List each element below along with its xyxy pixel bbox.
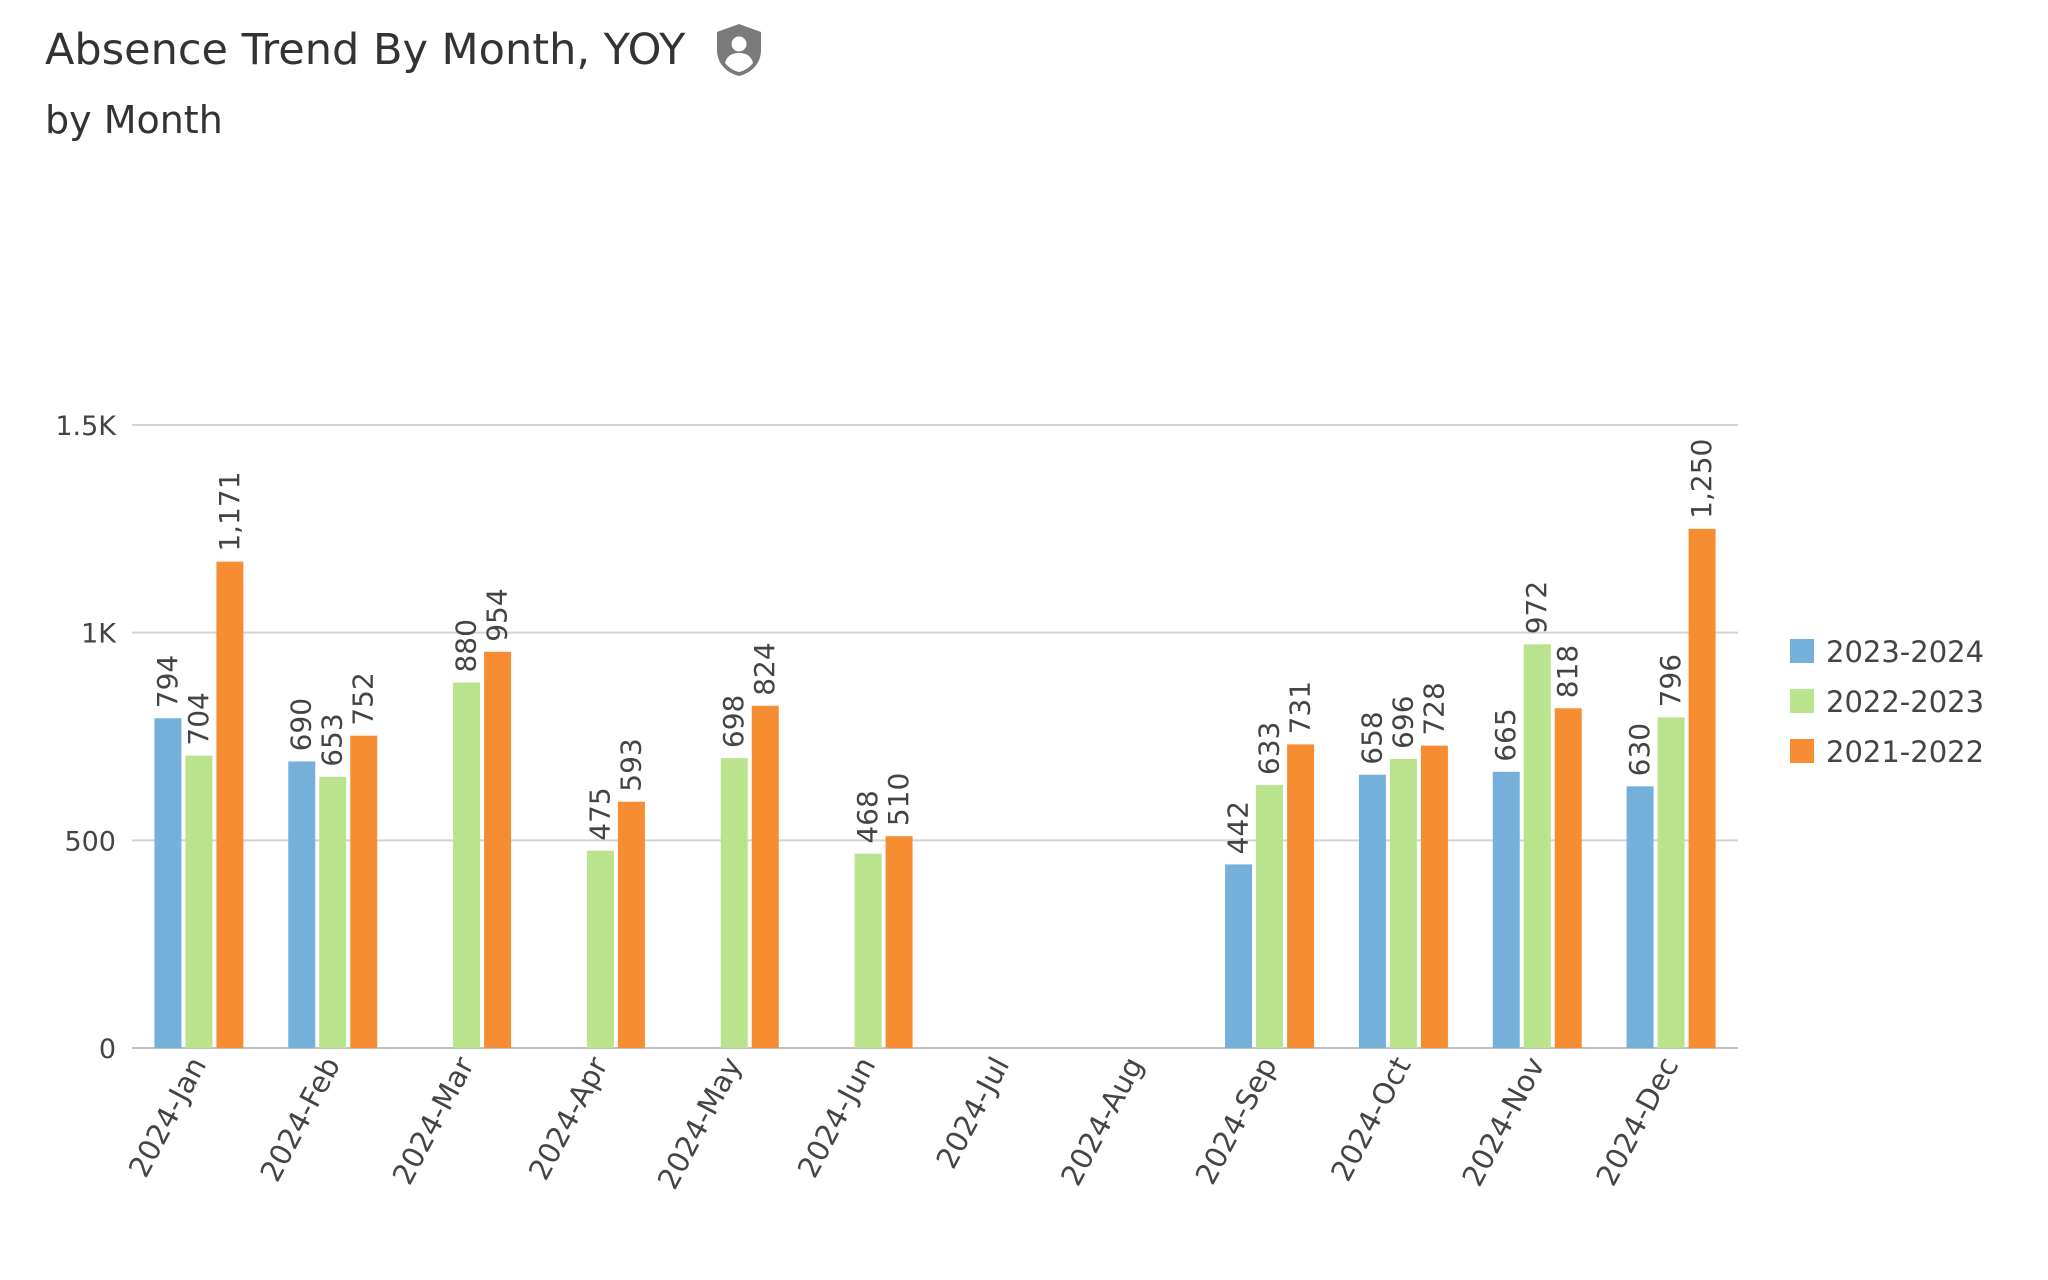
data-label: 690 [285, 698, 318, 751]
bar[interactable] [1256, 785, 1284, 1048]
x-tick-label: 2024-Dec [1589, 1051, 1685, 1191]
x-axis: 2024-Jan 2024-Feb 2024-Mar 2024-Apr 2024-May… [122, 1051, 1685, 1194]
chart-header: Absence Trend By Month, YOY by Month [45, 22, 765, 142]
legend-item[interactable]: 2022-2023 [1790, 685, 1984, 719]
data-label: 633 [1253, 722, 1286, 775]
bar[interactable] [1420, 745, 1448, 1048]
y-tick-label: 500 [64, 826, 116, 857]
bar[interactable] [1657, 717, 1685, 1048]
data-label: 475 [583, 787, 616, 840]
bar[interactable] [1523, 644, 1551, 1048]
x-tick-label: 2024-Aug [1054, 1051, 1150, 1191]
data-label: 1,171 [213, 471, 246, 551]
bar[interactable] [1626, 786, 1654, 1048]
x-tick-label: 2024-Apr [522, 1051, 615, 1185]
data-label: 653 [316, 713, 349, 766]
legend-item[interactable]: 2021-2022 [1790, 735, 1984, 769]
bar[interactable] [617, 801, 645, 1048]
data-label: 954 [481, 588, 514, 641]
data-label: 468 [851, 790, 884, 843]
data-label: 704 [182, 692, 215, 745]
y-tick-label: 1K [81, 619, 117, 650]
y-axis: 0 500 1K 1.5K [55, 411, 117, 1065]
bar[interactable] [1492, 771, 1520, 1048]
bar[interactable] [885, 836, 913, 1048]
legend-label: 2021-2022 [1826, 735, 1984, 769]
bar[interactable] [154, 718, 182, 1048]
data-label: 698 [717, 695, 750, 748]
bar[interactable] [1225, 864, 1253, 1048]
chart-subtitle: by Month [45, 98, 223, 142]
bar[interactable] [854, 853, 882, 1048]
bar[interactable] [185, 755, 213, 1048]
bar[interactable] [484, 651, 512, 1048]
bar[interactable] [720, 758, 748, 1048]
bar[interactable] [288, 761, 316, 1048]
legend-item[interactable]: 2023-2024 [1790, 635, 1984, 669]
data-label: 972 [1520, 581, 1553, 634]
bar[interactable] [1688, 528, 1716, 1048]
data-label: 696 [1386, 695, 1419, 748]
x-tick-label: 2024-Sep [1189, 1051, 1284, 1190]
data-label: 818 [1551, 645, 1584, 698]
x-tick-label: 2024-Jul [929, 1051, 1016, 1174]
y-tick-label: 1.5K [55, 411, 117, 442]
bar[interactable] [1287, 744, 1315, 1048]
bar[interactable] [1358, 774, 1386, 1048]
data-label: 665 [1489, 708, 1522, 761]
bar[interactable] [1389, 758, 1417, 1048]
legend-swatch [1790, 639, 1814, 663]
data-label: 794 [151, 655, 184, 708]
grid-lines [132, 424, 1738, 1049]
bar[interactable] [751, 705, 779, 1048]
data-label: 752 [347, 672, 380, 725]
x-tick-label: 2024-Feb [253, 1051, 347, 1187]
user-shield-icon[interactable] [713, 22, 765, 78]
data-label: 593 [614, 738, 647, 791]
bar[interactable] [1554, 708, 1582, 1048]
legend-label: 2022-2023 [1826, 685, 1984, 719]
x-tick-label: 2024-Oct [1324, 1051, 1418, 1186]
data-label: 442 [1222, 801, 1255, 854]
data-label: 796 [1654, 654, 1687, 707]
data-label: 880 [450, 619, 483, 672]
x-tick-label: 2024-May [651, 1051, 749, 1194]
bar[interactable] [319, 776, 347, 1048]
data-label: 824 [748, 642, 781, 695]
data-label: 510 [882, 773, 915, 826]
data-label: 658 [1355, 711, 1388, 764]
legend-label: 2023-2024 [1826, 635, 1984, 669]
bar[interactable] [350, 735, 378, 1048]
legend[interactable]: 2023-2024 2022-2023 2021-2022 [1790, 635, 1984, 769]
bar[interactable] [586, 850, 614, 1048]
x-tick-label: 2024-Nov [1455, 1051, 1551, 1191]
data-label: 728 [1417, 682, 1450, 735]
data-label: 1,250 [1685, 439, 1718, 519]
chart-title: Absence Trend By Month, YOY [45, 25, 686, 75]
y-tick-label: 0 [99, 1034, 116, 1065]
data-label: 731 [1284, 681, 1317, 734]
x-tick-label: 2024-Mar [385, 1051, 480, 1190]
title-row: Absence Trend By Month, YOY [45, 22, 765, 78]
x-tick-label: 2024-Jan [122, 1051, 213, 1182]
bar[interactable] [453, 682, 481, 1048]
legend-swatch [1790, 739, 1814, 763]
bars [154, 528, 1716, 1048]
bar[interactable] [216, 561, 244, 1048]
data-label: 630 [1623, 723, 1656, 776]
x-tick-label: 2024-Jun [791, 1051, 883, 1183]
legend-swatch [1790, 689, 1814, 713]
